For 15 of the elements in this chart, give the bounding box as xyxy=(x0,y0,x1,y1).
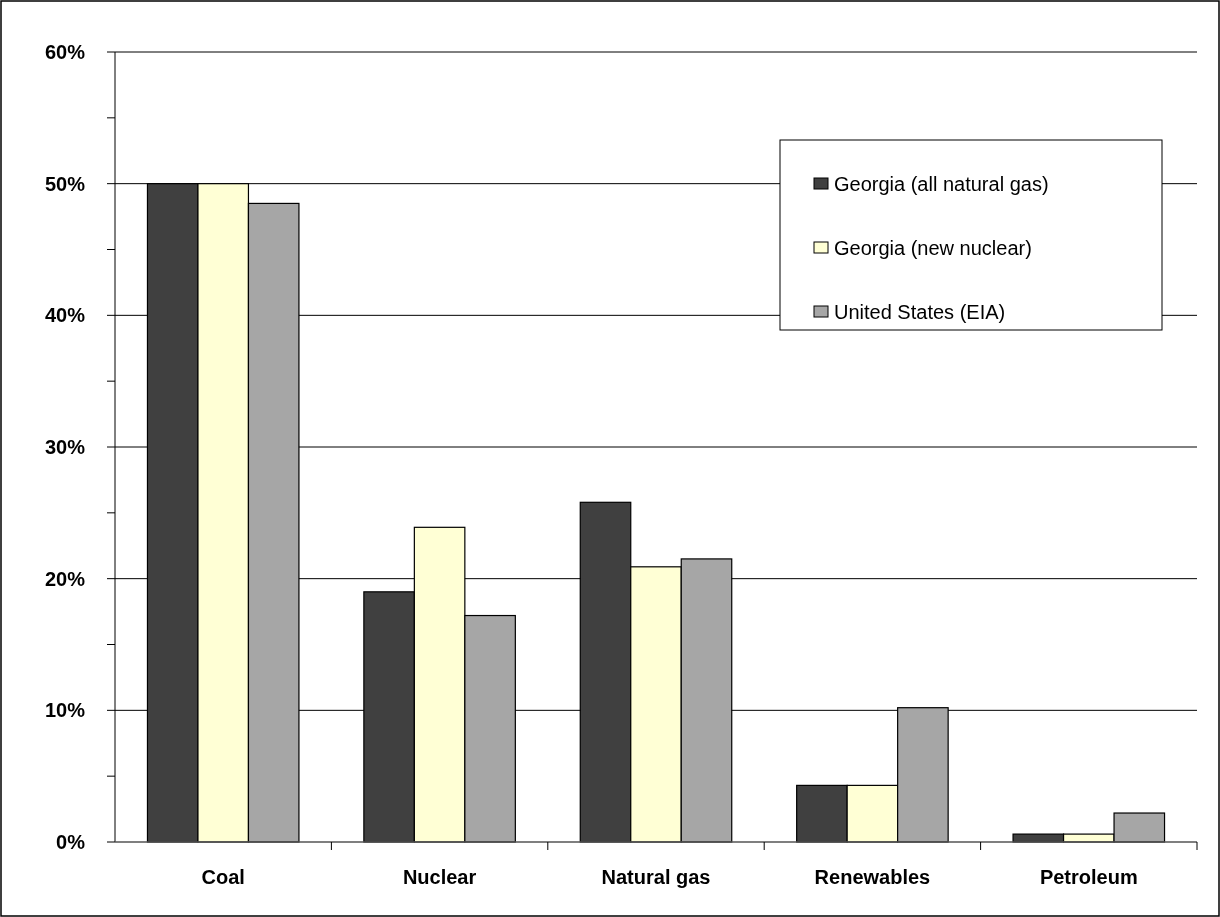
y-tick-label: 0% xyxy=(56,831,86,853)
y-tick-label: 50% xyxy=(44,172,86,195)
y-tick-label: 20% xyxy=(44,567,86,590)
legend-label: Georgia (new nuclear) xyxy=(834,237,1032,259)
x-tick-label: Nuclear xyxy=(402,866,477,888)
x-tick-label: Coal xyxy=(201,866,245,888)
legend-label: Georgia (all natural gas) xyxy=(834,173,1049,195)
y-tick-label: 10% xyxy=(44,699,86,722)
x-tick-label: Natural gas xyxy=(601,866,711,888)
legend-label: United States (EIA) xyxy=(834,301,1006,323)
y-tick-label: 60% xyxy=(44,41,86,63)
x-tick-label: Renewables xyxy=(814,866,931,888)
y-tick-label: 30% xyxy=(44,436,86,458)
x-tick-label: Petroleum xyxy=(1039,866,1138,888)
y-tick-label: 40% xyxy=(44,304,86,327)
